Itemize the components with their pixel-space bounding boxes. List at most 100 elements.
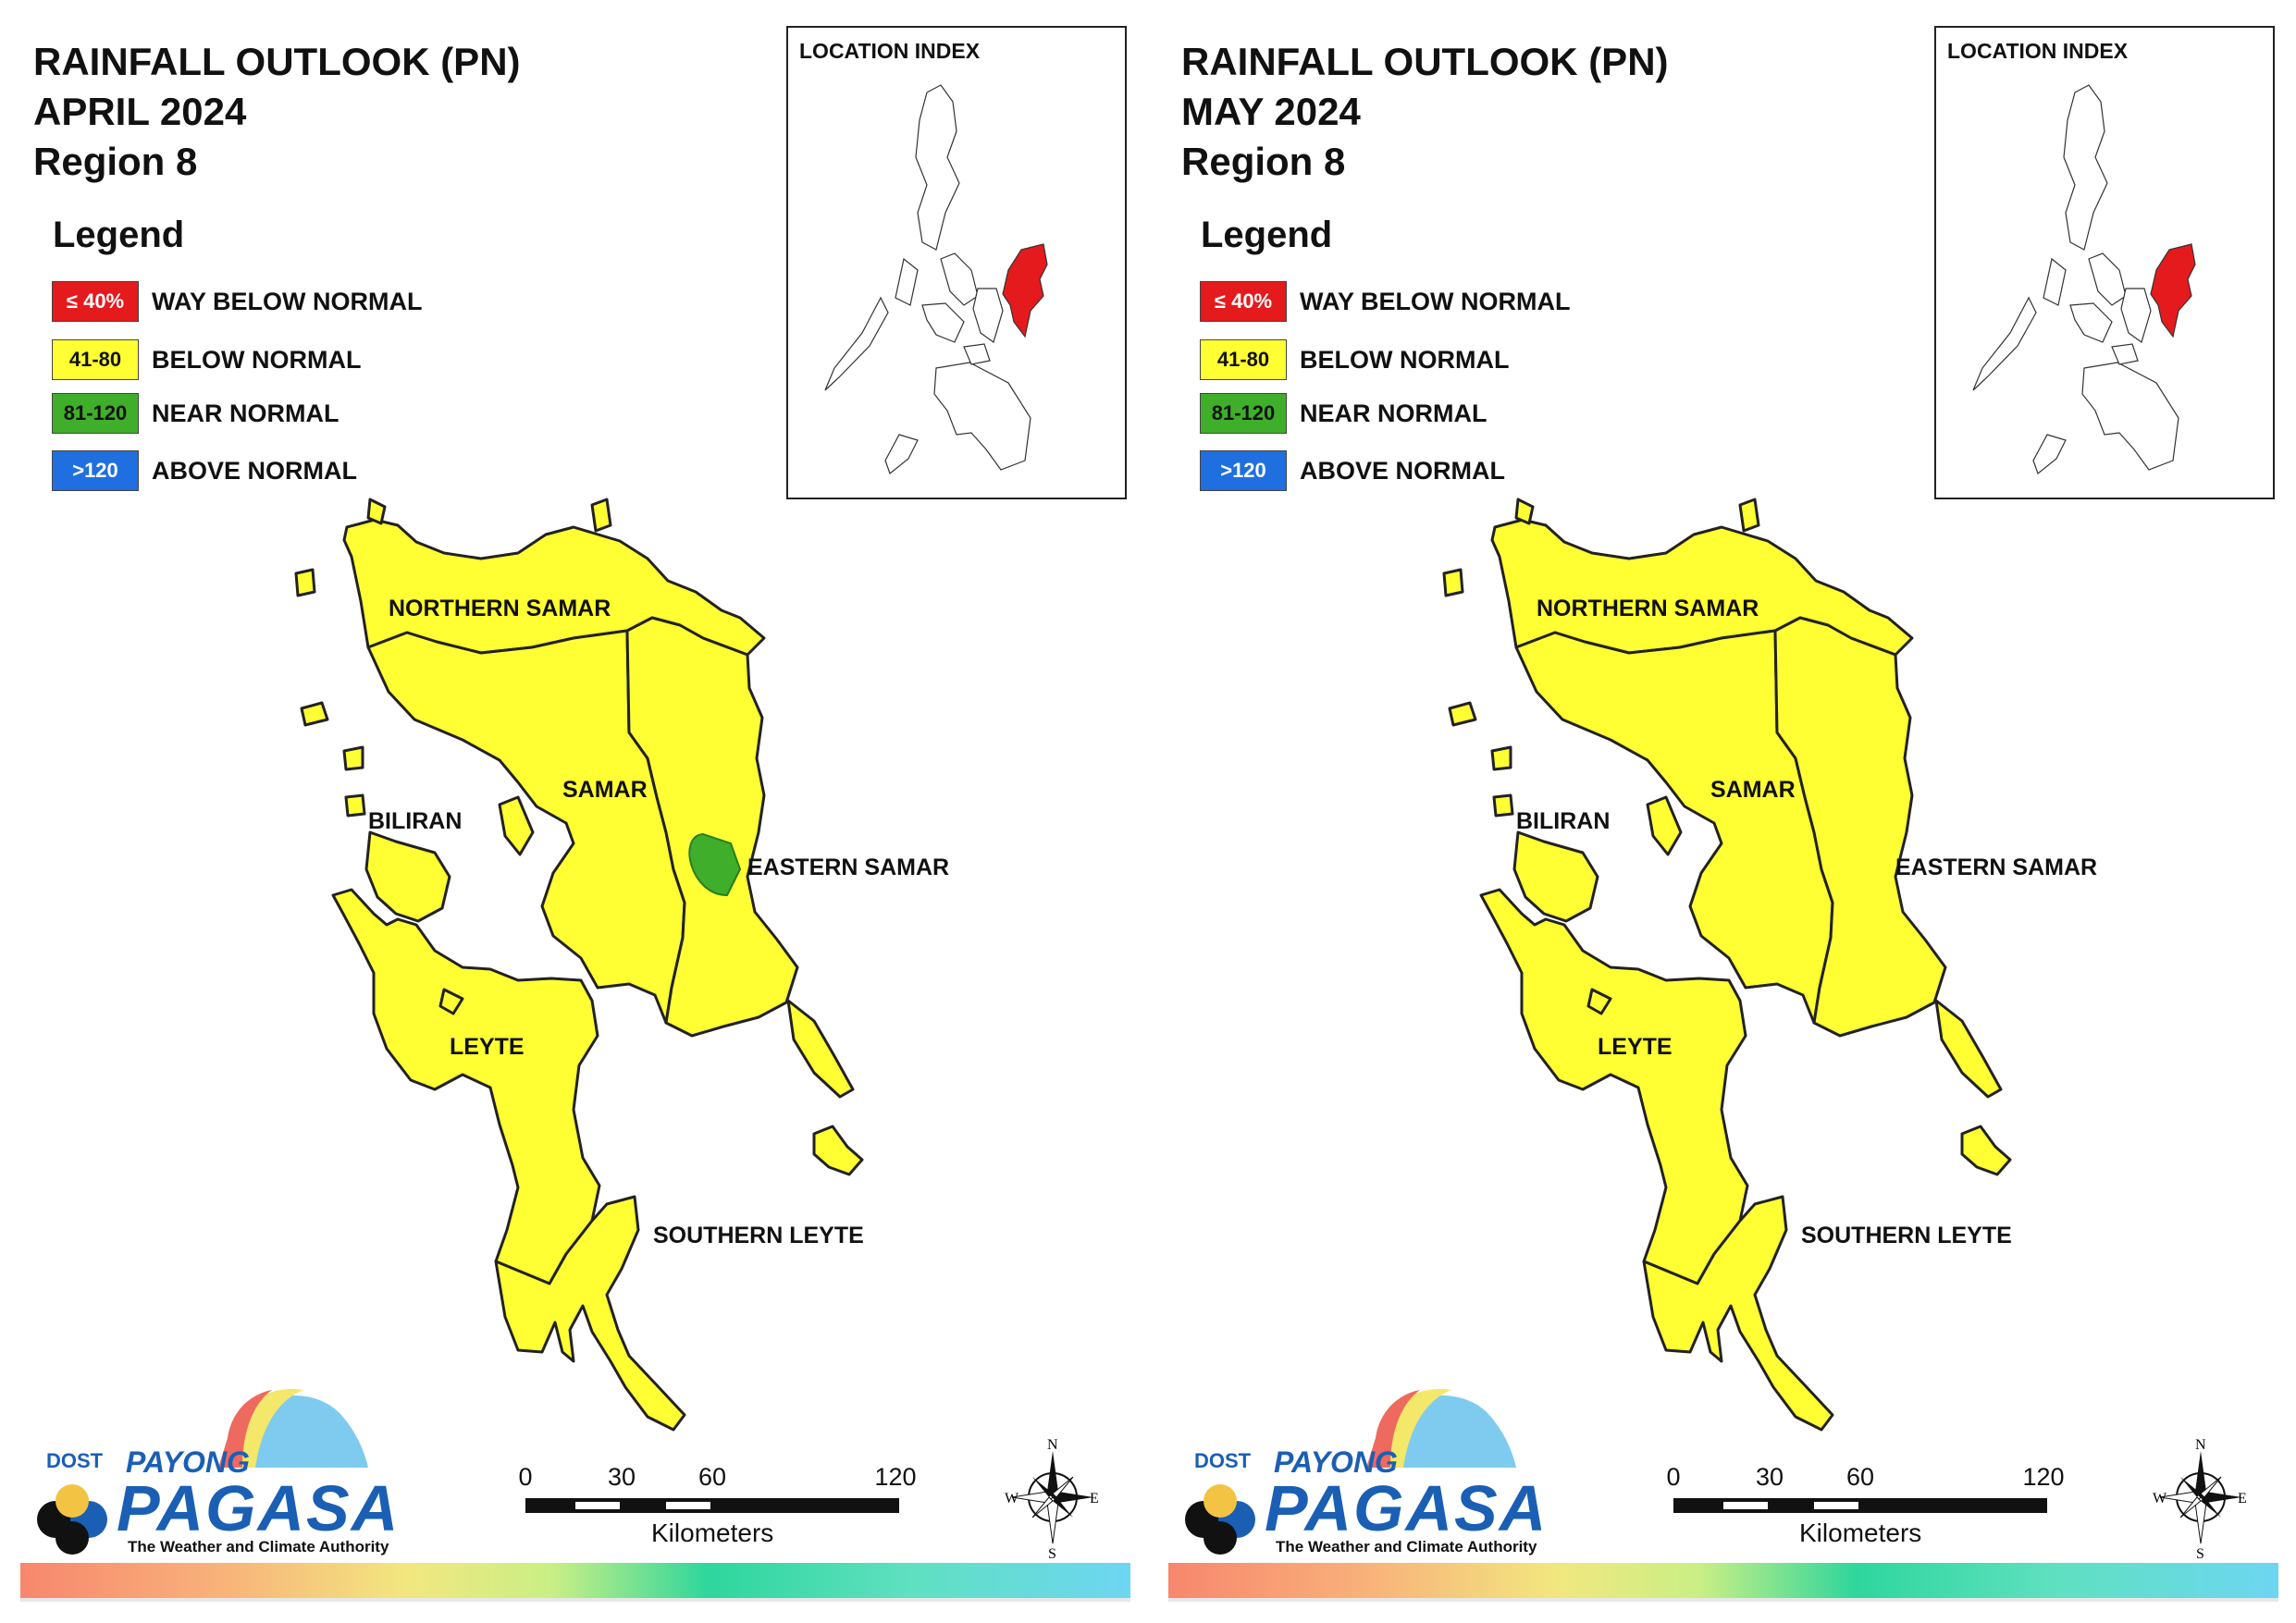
- label-northern-samar: NORTHERN SAMAR: [389, 596, 611, 621]
- outlook-panel-may: RAINFALL OUTLOOK (PN) MAY 2024 Region 8 …: [1148, 0, 2296, 1623]
- scale-tick: 0: [518, 1463, 533, 1491]
- province-eastern-samar: [625, 616, 799, 1038]
- north-arrow-compass-icon: N S W E: [1005, 1438, 1099, 1558]
- island: [498, 795, 535, 856]
- region-8-map: NORTHERN SAMAR SAMAR EASTERN SAMAR BILIR…: [1442, 498, 2097, 1432]
- province-southern-leyte: [494, 1195, 686, 1432]
- label-southern-leyte: SOUTHERN LEYTE: [1801, 1223, 2012, 1248]
- island: [786, 999, 855, 1099]
- legend-item-way-below: ≤ 40% WAY BELOW NORMAL: [1200, 280, 1571, 323]
- logo-payong: PAYONG: [1274, 1445, 1398, 1479]
- label-eastern-samar: EASTERN SAMAR: [747, 855, 949, 880]
- scale-tick: 30: [1755, 1463, 1784, 1491]
- legend-swatch: 41-80: [1200, 339, 1287, 380]
- logo-dost: DOST: [46, 1449, 104, 1472]
- label-eastern-samar: EASTERN SAMAR: [1895, 855, 2097, 880]
- island: [1442, 568, 1464, 597]
- location-index-title: LOCATION INDEX: [1947, 39, 2129, 63]
- compass-e: E: [1090, 1491, 1099, 1506]
- scale-bar: 0 30 60 120 Kilometers: [1666, 1463, 2080, 1547]
- footer-gradient-bar: [1168, 1563, 2278, 1598]
- legend-swatch: 81-120: [52, 393, 139, 434]
- label-leyte: LEYTE: [450, 1034, 525, 1060]
- logo-pagasa: PAGASA: [117, 1472, 401, 1544]
- legend-label: ABOVE NORMAL: [1300, 456, 1505, 485]
- scale-segment: [666, 1502, 710, 1509]
- footer-gradient-edge: [1168, 1598, 2278, 1602]
- province-samar: [1514, 629, 1834, 1025]
- scale-segment: [1723, 1502, 1768, 1509]
- compass-s: S: [1048, 1546, 1056, 1558]
- scale-bar-graphic: [525, 1498, 899, 1513]
- footer-gradient-bar: [20, 1563, 1130, 1598]
- island: [1738, 498, 1760, 533]
- legend-swatch: >120: [1200, 450, 1287, 491]
- legend-swatch: ≤ 40%: [1200, 281, 1287, 322]
- island: [366, 498, 387, 525]
- legend-swatch: >120: [52, 450, 139, 491]
- scale-unit: Kilometers: [1799, 1518, 1922, 1547]
- title-month: APRIL 2024: [33, 90, 247, 133]
- north-arrow-compass-icon: N S W E: [2153, 1438, 2247, 1558]
- title-region: Region 8: [33, 140, 198, 183]
- legend-item-way-below: ≤ 40% WAY BELOW NORMAL: [52, 280, 423, 323]
- region-8-map: NORTHERN SAMAR SAMAR EASTERN SAMAR BILIR…: [294, 498, 949, 1432]
- legend-item-near: 81-120 NEAR NORMAL: [1200, 392, 1487, 435]
- label-biliran: BILIRAN: [368, 808, 462, 834]
- island: [438, 988, 464, 1015]
- scale-segment: [1814, 1502, 1858, 1509]
- island: [590, 498, 612, 533]
- legend-label: BELOW NORMAL: [152, 345, 362, 374]
- title-region: Region 8: [1181, 140, 1346, 183]
- scale-bar-graphic: [1673, 1498, 2047, 1513]
- umbrella-icon: [1185, 1388, 1516, 1555]
- title-month: MAY 2024: [1181, 90, 1361, 133]
- compass-s: S: [2196, 1546, 2204, 1558]
- province-leyte: [1479, 888, 1749, 1285]
- compass-w: W: [2153, 1491, 2167, 1506]
- label-leyte: LEYTE: [1598, 1034, 1673, 1060]
- island: [1514, 498, 1535, 525]
- label-southern-leyte: SOUTHERN LEYTE: [653, 1223, 864, 1248]
- legend-item-below: 41-80 BELOW NORMAL: [1200, 338, 1509, 381]
- title-line-1: RAINFALL OUTLOOK (PN): [1181, 40, 1669, 83]
- title-line-1: RAINFALL OUTLOOK (PN): [33, 40, 521, 83]
- scale-tick: 0: [1666, 1463, 1681, 1491]
- logo-tagline: The Weather and Climate Authority: [128, 1538, 389, 1555]
- legend-label: BELOW NORMAL: [1300, 345, 1510, 374]
- logo-dost: DOST: [1194, 1449, 1252, 1472]
- location-index-box: LOCATION INDEX: [786, 26, 1127, 499]
- compass-w: W: [1005, 1491, 1019, 1506]
- footer-gradient-edge: [20, 1598, 1130, 1602]
- scale-unit: Kilometers: [651, 1518, 774, 1547]
- umbrella-icon: [37, 1388, 368, 1555]
- location-index-title: LOCATION INDEX: [799, 39, 981, 63]
- island: [300, 701, 329, 727]
- scale-tick: 60: [697, 1463, 727, 1491]
- label-samar: SAMAR: [562, 777, 648, 803]
- logo-tagline: The Weather and Climate Authority: [1276, 1538, 1537, 1555]
- legend-heading: Legend: [1201, 215, 1333, 255]
- island: [1490, 745, 1512, 771]
- province-eastern-samar: [1773, 616, 1947, 1038]
- legend-label: ABOVE NORMAL: [152, 456, 357, 485]
- island: [294, 568, 316, 597]
- island: [1586, 988, 1612, 1015]
- island: [1646, 795, 1683, 856]
- legend-label: NEAR NORMAL: [1300, 399, 1487, 427]
- label-samar: SAMAR: [1710, 777, 1796, 803]
- legend-swatch: ≤ 40%: [52, 281, 139, 322]
- legend-item-above: >120 ABOVE NORMAL: [52, 449, 357, 492]
- island: [1960, 1125, 2012, 1176]
- region-8-highlight: [1002, 243, 1048, 338]
- label-biliran: BILIRAN: [1516, 808, 1610, 834]
- province-biliran: [364, 830, 451, 923]
- logo-payong: PAYONG: [126, 1445, 250, 1479]
- map-title: RAINFALL OUTLOOK (PN) APRIL 2024 Region …: [33, 37, 521, 187]
- logo-pagasa: PAGASA: [1265, 1472, 1549, 1544]
- map-title: RAINFALL OUTLOOK (PN) MAY 2024 Region 8: [1181, 37, 1669, 187]
- scale-tick: 120: [874, 1463, 917, 1491]
- compass-e: E: [2238, 1491, 2247, 1506]
- province-samar: [366, 629, 686, 1025]
- location-index-box: LOCATION INDEX: [1934, 26, 2275, 499]
